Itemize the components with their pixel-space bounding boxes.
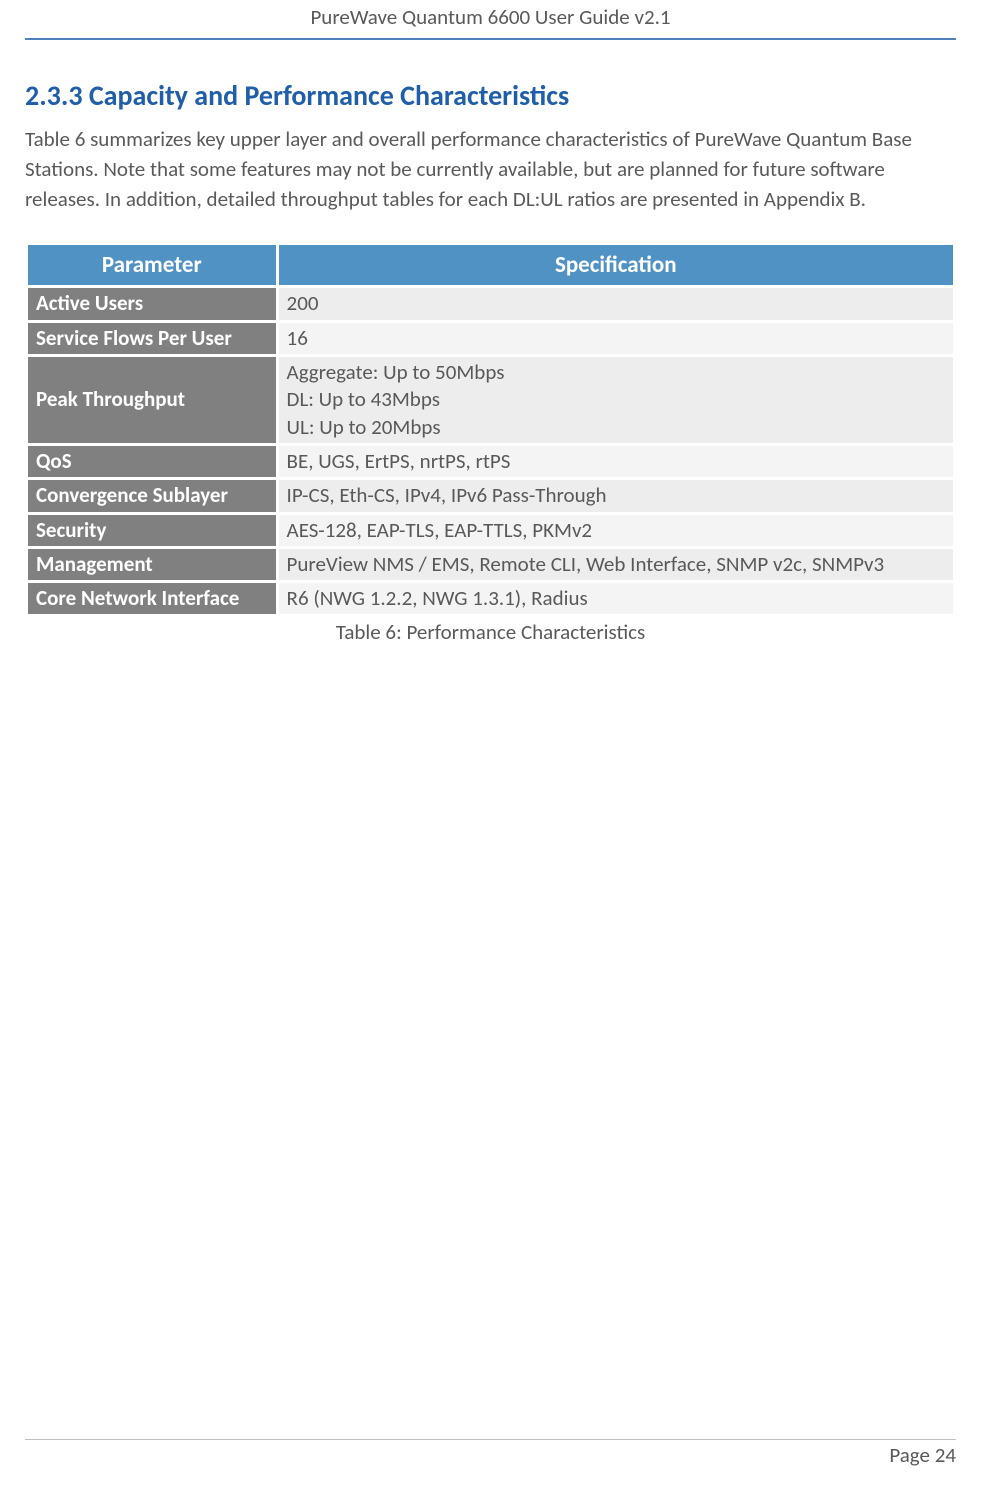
page-header: PureWave Quantum 6600 User Guide v2.1 <box>25 0 956 40</box>
page-number: Page 24 <box>889 1442 956 1468</box>
table-row: Core Network Interface R6 (NWG 1.2.2, NW… <box>27 582 955 616</box>
spec-cell: 16 <box>277 321 954 355</box>
table-body: Active Users 200 Service Flows Per User … <box>27 287 955 616</box>
performance-table: Parameter Specification Active Users 200… <box>25 242 956 617</box>
table-row: Active Users 200 <box>27 287 955 321</box>
table-caption: Table 6: Performance Characteristics <box>25 619 956 645</box>
param-cell: Security <box>27 513 278 547</box>
table-row: Convergence Sublayer IP-CS, Eth-CS, IPv4… <box>27 479 955 513</box>
page-footer: Page 24 <box>25 1439 956 1468</box>
header-title: PureWave Quantum 6600 User Guide v2.1 <box>310 4 670 30</box>
table-row: Peak Throughput Aggregate: Up to 50MbpsD… <box>27 356 955 445</box>
spec-cell: PureView NMS / EMS, Remote CLI, Web Inte… <box>277 547 954 581</box>
spec-cell: BE, UGS, ErtPS, nrtPS, rtPS <box>277 444 954 478</box>
table-row: Security AES-128, EAP-TLS, EAP-TTLS, PKM… <box>27 513 955 547</box>
section-heading: 2.3.3 Capacity and Performance Character… <box>25 78 956 113</box>
spec-cell: Aggregate: Up to 50MbpsDL: Up to 43MbpsU… <box>277 356 954 445</box>
table-row: QoS BE, UGS, ErtPS, nrtPS, rtPS <box>27 444 955 478</box>
param-cell: Peak Throughput <box>27 356 278 445</box>
table-row: Management PureView NMS / EMS, Remote CL… <box>27 547 955 581</box>
param-cell: Service Flows Per User <box>27 321 278 355</box>
spec-cell: 200 <box>277 287 954 321</box>
param-cell: Convergence Sublayer <box>27 479 278 513</box>
spec-cell: R6 (NWG 1.2.2, NWG 1.3.1), Radius <box>277 582 954 616</box>
col-header-parameter: Parameter <box>27 244 278 287</box>
param-cell: Management <box>27 547 278 581</box>
table-row: Service Flows Per User 16 <box>27 321 955 355</box>
table-header-row: Parameter Specification <box>27 244 955 287</box>
section-body: Table 6 summarizes key upper layer and o… <box>25 125 956 214</box>
spec-cell: IP-CS, Eth-CS, IPv4, IPv6 Pass-Through <box>277 479 954 513</box>
col-header-specification: Specification <box>277 244 954 287</box>
param-cell: Active Users <box>27 287 278 321</box>
param-cell: QoS <box>27 444 278 478</box>
param-cell: Core Network Interface <box>27 582 278 616</box>
spec-cell: AES-128, EAP-TLS, EAP-TTLS, PKMv2 <box>277 513 954 547</box>
